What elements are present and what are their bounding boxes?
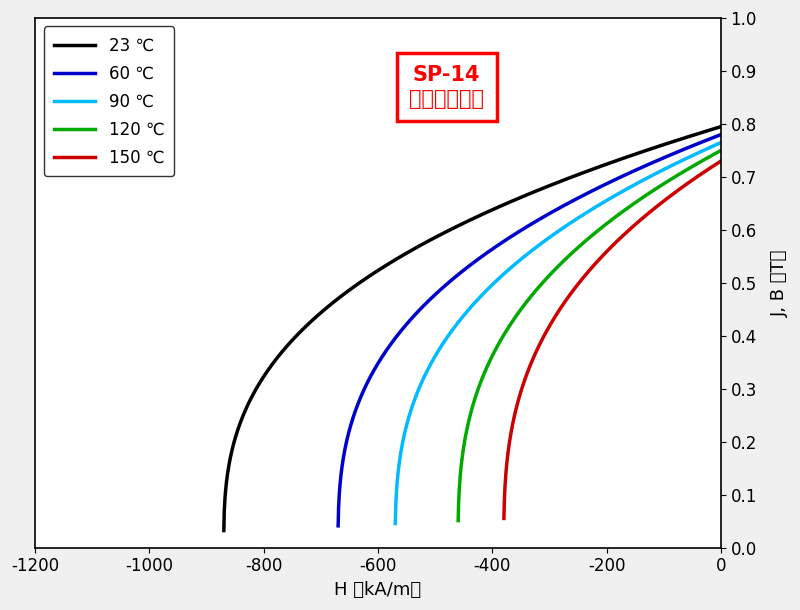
90 ℃ [392,482,402,489]
60 ℃ [650,158,660,165]
23 ℃ [384,260,394,268]
Line: 120 ℃: 120 ℃ [458,151,721,521]
23 ℃ [558,177,567,184]
120 ℃ [716,147,726,154]
23 ℃ [251,385,261,392]
120 ℃ [454,517,463,525]
90 ℃ [716,139,726,146]
Line: 90 ℃: 90 ℃ [395,143,721,523]
90 ℃ [514,258,523,265]
150 ℃ [662,195,671,203]
Text: SP-14
（標準仕様）: SP-14 （標準仕様） [409,65,484,109]
120 ℃ [499,331,509,339]
23 ℃ [591,164,601,171]
Line: 23 ℃: 23 ℃ [224,127,721,531]
150 ℃ [549,315,558,323]
150 ℃ [545,321,554,329]
23 ℃ [716,123,726,131]
60 ℃ [716,131,726,138]
23 ℃ [500,201,510,208]
150 ℃ [685,178,694,185]
23 ℃ [288,336,298,343]
120 ℃ [566,251,575,258]
120 ℃ [704,154,714,161]
Line: 60 ℃: 60 ℃ [338,135,721,526]
90 ℃ [395,456,405,464]
150 ℃ [683,179,693,187]
90 ℃ [567,218,577,226]
60 ℃ [386,341,395,348]
150 ℃ [499,515,509,522]
60 ℃ [537,214,546,221]
60 ℃ [334,522,343,529]
Legend: 23 ℃, 60 ℃, 90 ℃, 120 ℃, 150 ℃: 23 ℃, 60 ℃, 90 ℃, 120 ℃, 150 ℃ [43,26,174,176]
150 ℃ [595,255,605,262]
60 ℃ [450,274,459,281]
Y-axis label: J, B （T）: J, B （T） [771,249,789,317]
90 ℃ [544,234,554,242]
150 ℃ [716,157,726,165]
Line: 150 ℃: 150 ℃ [504,161,721,518]
23 ℃ [219,527,229,534]
90 ℃ [478,291,487,298]
X-axis label: H （kA/m）: H （kA/m） [334,581,422,599]
60 ℃ [455,270,465,277]
90 ℃ [390,520,400,527]
60 ℃ [334,504,343,511]
120 ℃ [518,303,528,310]
120 ℃ [461,430,470,437]
120 ℃ [650,186,660,193]
